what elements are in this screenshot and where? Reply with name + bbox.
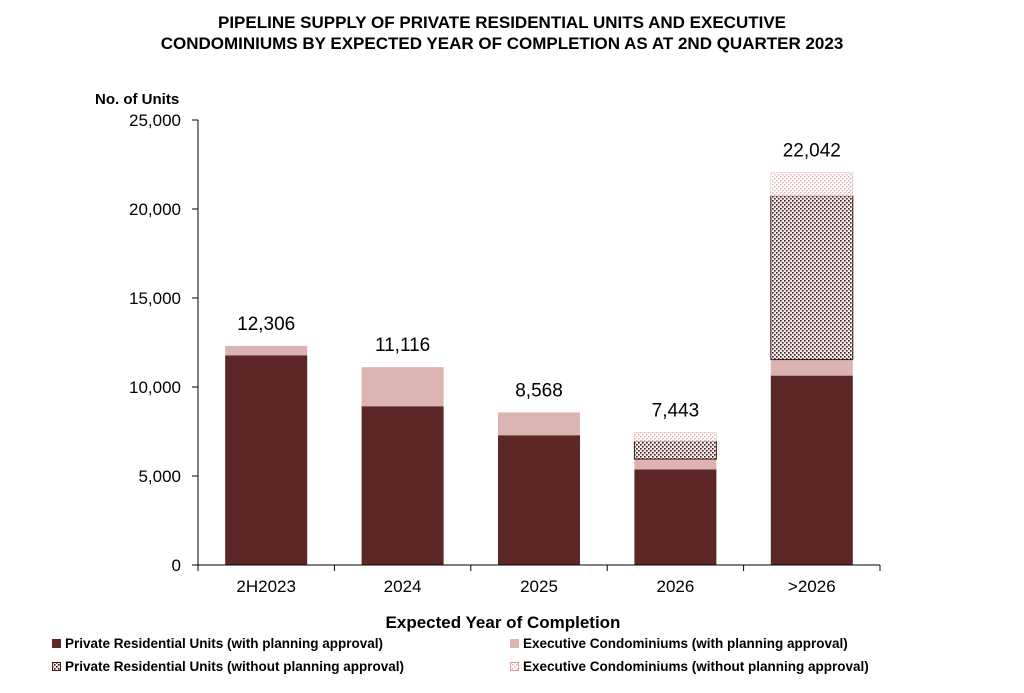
y-tick-label: 5,000 [138,467,181,486]
total-label: 12,306 [237,314,295,335]
x-tick-label: 2025 [520,577,558,596]
total-label: 22,042 [783,141,841,162]
legend-item-private-with-approval: Private Residential Units (with planning… [52,636,383,651]
chart-title: PIPELINE SUPPLY OF PRIVATE RESIDENTIAL U… [0,12,1004,54]
x-tick-label: >2026 [788,577,836,596]
bar-segment [634,432,717,442]
x-axis-label: Expected Year of Completion [386,613,621,632]
y-tick-label: 15,000 [129,289,181,308]
bar-segment [498,435,580,565]
bar-segment [361,367,444,407]
legend-item-ec-without-approval: Executive Condominiums (without planning… [510,659,869,674]
legend-label: Executive Condominiums (with planning ap… [523,636,848,651]
legend-swatch [510,639,519,648]
bar-segment [770,172,854,197]
legend-label: Executive Condominiums (without planning… [523,659,869,674]
bars: 12,306 11,116 8,568 7,443 22,042 [225,141,854,565]
legend-item-private-without-approval: Private Residential Units (without plann… [52,659,404,674]
total-label: 11,116 [375,335,430,356]
total-label: 8,568 [515,380,563,401]
y-axis-label: No. of Units [95,91,179,108]
legend-swatch [510,662,519,671]
y-tick-label: 20,000 [129,200,181,219]
total-label: 7,443 [652,401,700,422]
chart-title-line-1: PIPELINE SUPPLY OF PRIVATE RESIDENTIAL U… [217,13,787,32]
legend-swatch [52,662,61,671]
y-tick-label: 25,000 [129,111,181,130]
bar-segment [361,406,444,565]
legend-label: Private Residential Units (with planning… [65,636,384,651]
bar-segment [770,195,854,361]
bar-segment [498,412,580,436]
chart-title-line-2: CONDOMINIUMS BY EXPECTED YEAR OF COMPLET… [160,34,844,53]
x-tick-label: 2H2023 [236,577,296,596]
bar-segment [634,459,717,470]
legend-swatch [52,639,61,648]
bar-segment [634,469,717,565]
y-tick-label: 10,000 [129,378,181,397]
bar-segment [633,440,717,460]
y-tick-label: 0 [172,556,181,575]
legend-item-ec-with-approval: Executive Condominiums (with planning ap… [510,636,848,651]
x-tick-label: 2024 [384,577,422,596]
y-axis: 0 5,000 10,000 15,000 20,000 25,000 [129,111,199,575]
bar-segment [225,345,308,356]
x-axis: 2H2023 2024 2025 2026 >2026 [197,564,881,596]
legend-label: Private Residential Units (without plann… [65,659,405,674]
bar-segment [225,355,308,565]
bar-segment [770,359,853,376]
bar-segment [770,375,853,565]
x-tick-label: 2026 [656,577,694,596]
